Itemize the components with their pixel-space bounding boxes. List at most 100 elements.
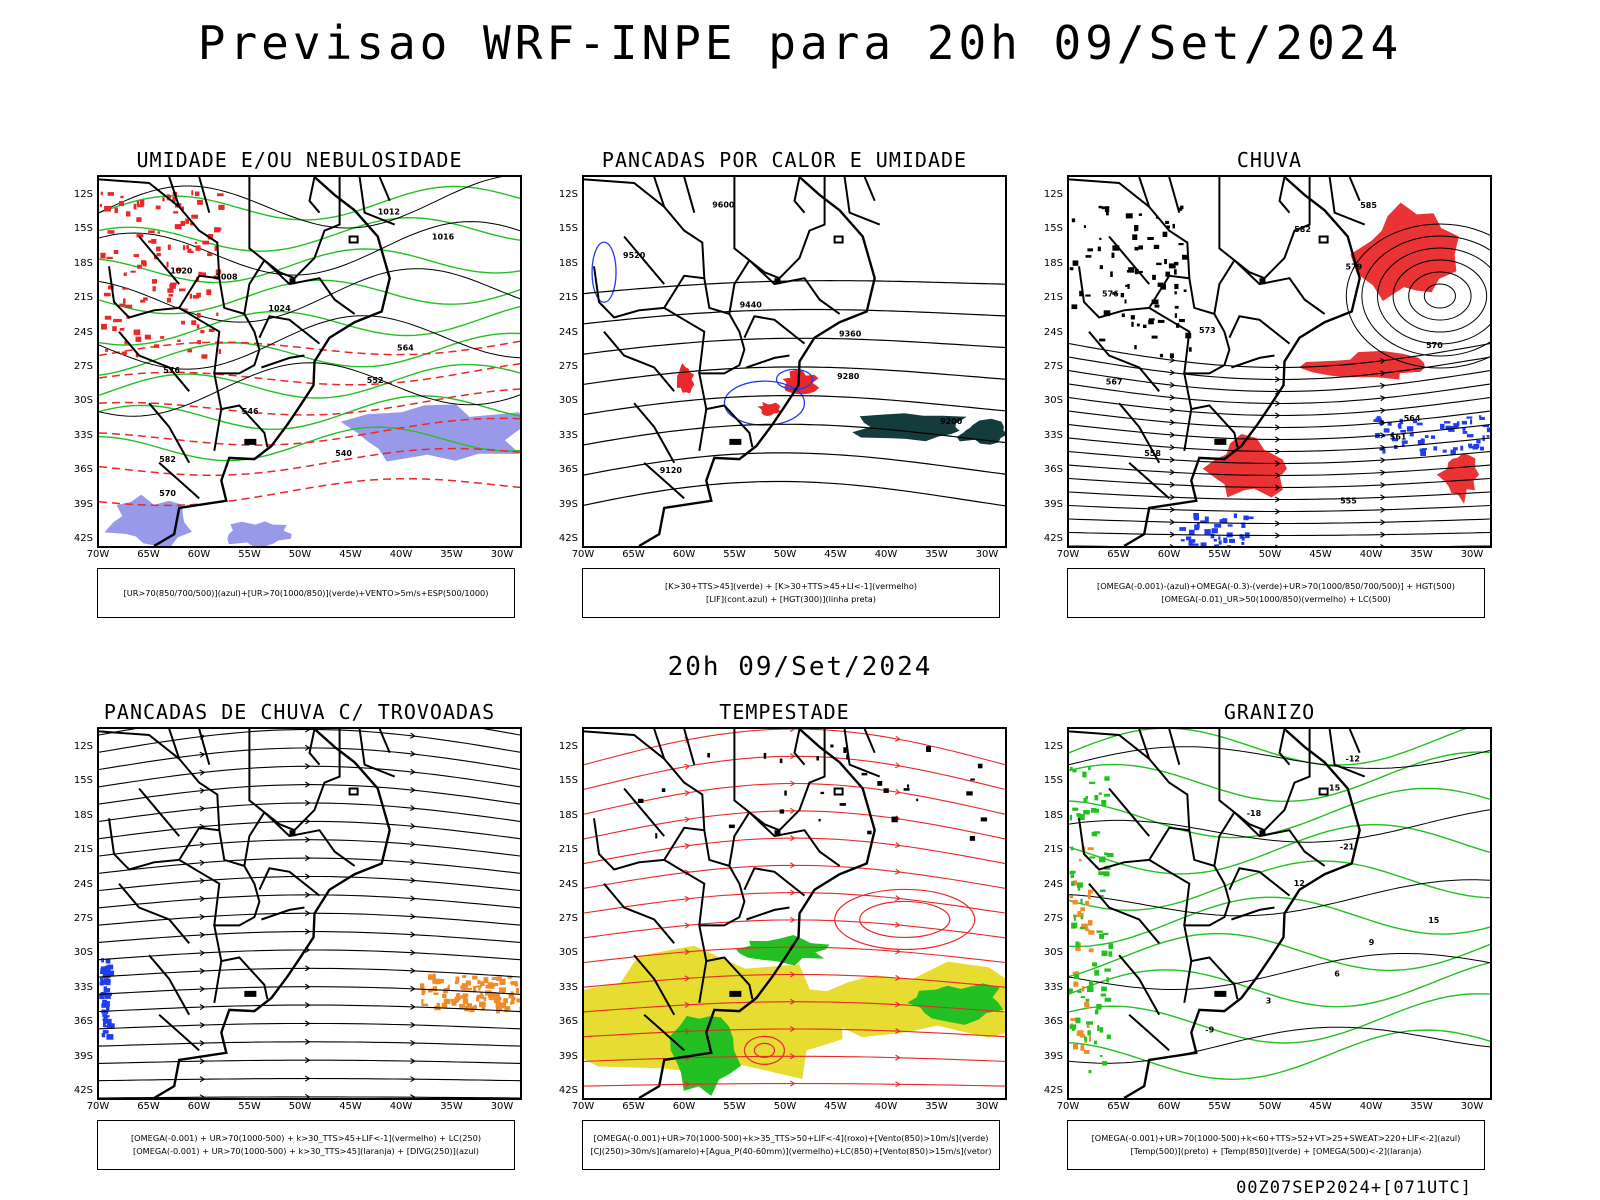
contour-label: 582 — [159, 455, 176, 464]
state-border — [178, 826, 220, 861]
latitude-tick-label: 27S — [1043, 361, 1063, 372]
longitude-tick-label: 35W — [440, 1101, 463, 1112]
pressure-contour — [99, 268, 520, 323]
coastline — [1123, 729, 1361, 1098]
state-border — [1108, 787, 1150, 837]
state-border — [863, 177, 876, 202]
state-border — [378, 729, 391, 754]
latitude-tick-label: 39S — [73, 1050, 93, 1062]
instability-red-area — [782, 369, 820, 395]
state-border — [138, 787, 180, 837]
contour-label: 3 — [1266, 996, 1272, 1005]
state-border — [158, 461, 200, 500]
state-border — [1263, 729, 1311, 831]
temp850-green-contour — [1069, 896, 1490, 948]
panel-tempestade: TEMPESTADE [OMEGA(-0.001)+UR>70(1000-500… — [552, 700, 1022, 1180]
forecast-time-subtitle: 20h 09/Set/2024 — [667, 652, 933, 682]
state-border — [1233, 259, 1326, 315]
legend-pancadas-calor: [K>30+TTS>45](verde) + [K>30+TTS>45+LI<-… — [582, 568, 1000, 618]
latitude-tick-label: 36S — [1043, 1016, 1063, 1028]
coastline — [638, 177, 876, 546]
latitude-tick-label: 15S — [1043, 223, 1063, 235]
latitude-tick-label: 12S — [1043, 189, 1063, 200]
lake-mirim — [244, 990, 257, 997]
map-umidade: 1012 1016 1020 1008 1024 564 576 552 546 540 582 57… — [97, 175, 522, 548]
longitude-tick-label: 55W — [1208, 549, 1231, 560]
legend-line: [LIF](cont.azul) + [HGT(300)](linha pret… — [705, 594, 877, 604]
latitude-tick-label: 27S — [558, 913, 578, 924]
state-border — [663, 826, 705, 861]
legend-line: [OMEGA(-0.001) + UR>70(1000-500) + k>30_… — [130, 1133, 482, 1143]
contour-label: 9280 — [837, 372, 860, 381]
contour-labels: 585 582 579 576 573 570 567 564 561 558 555 — [1102, 201, 1443, 505]
longitude-tick-label: 30W — [975, 549, 999, 560]
state-border — [603, 331, 675, 392]
panel-umidade: UMIDADE E/OU NEBULOSIDADE 1012 1016 1020 10… — [67, 148, 537, 628]
state-border — [248, 177, 295, 280]
latitude-tick-label: 36S — [73, 464, 93, 476]
state-border — [1118, 402, 1161, 464]
state-border — [1128, 461, 1170, 500]
latitude-tick-label: 15S — [558, 223, 578, 235]
state-border — [293, 177, 341, 279]
legend-line: [K>30+TTS>45](verde) + [K>30+TTS>45+LI<-… — [664, 581, 918, 591]
state-border — [1168, 729, 1181, 765]
state-border — [1263, 177, 1311, 279]
state-border — [663, 859, 706, 926]
state-border — [118, 331, 190, 392]
temp850-green-contour — [1069, 729, 1467, 766]
latitude-tick-label: 33S — [1043, 981, 1063, 993]
streamlines — [1069, 343, 1490, 546]
pressure-contour — [99, 315, 520, 370]
latitude-tick-label: 33S — [1043, 429, 1063, 441]
map-canvas — [584, 729, 1005, 1098]
humidity-green-contour — [99, 332, 520, 376]
federal-district — [1318, 235, 1329, 244]
state-border — [118, 883, 190, 944]
latitude-tick-label: 36S — [558, 464, 578, 476]
state-border — [1328, 177, 1366, 226]
temp850-green-contour — [1069, 824, 1490, 875]
latitude-tick-label: 36S — [1043, 464, 1063, 476]
contour-label: -15 — [1326, 784, 1341, 793]
state-border — [108, 266, 180, 319]
hgt300-contour — [584, 452, 1005, 476]
latitude-tick-label: 36S — [558, 1016, 578, 1028]
red-thickness-scatter — [99, 190, 225, 359]
state-border — [1183, 408, 1193, 451]
latitude-tick-label: 33S — [558, 981, 578, 993]
longitude-tick-label: 65W — [1107, 549, 1130, 560]
latitude-tick-label: 27S — [558, 361, 578, 372]
state-border — [1231, 906, 1275, 921]
contour-label: 9440 — [740, 301, 763, 310]
lake-mirim — [244, 438, 257, 445]
state-border — [584, 178, 754, 448]
state-border — [1213, 259, 1236, 315]
lake-mirim — [729, 990, 742, 997]
state-border — [1228, 315, 1291, 345]
contour-label: 9 — [1369, 938, 1375, 947]
longitude-tick-label: 45W — [339, 1101, 362, 1112]
pressure-contour — [99, 221, 520, 276]
latitude-tick-label: 24S — [73, 878, 93, 890]
contour-label: -21 — [1340, 842, 1355, 851]
panel-title: UMIDADE E/OU NEBULOSIDADE — [136, 148, 463, 172]
panel-title: CHUVA — [1236, 148, 1303, 172]
longitude-tick-label: 50W — [773, 549, 797, 560]
state-border — [633, 402, 676, 464]
longitude-tick-label: 70W — [571, 549, 595, 560]
state-border — [213, 408, 223, 451]
contour-label: 573 — [1199, 326, 1216, 335]
state-border — [778, 177, 826, 279]
longitude-tick-label: 70W — [1056, 1101, 1080, 1112]
reservoir — [289, 830, 296, 837]
state-border — [653, 177, 666, 208]
streamlines — [99, 729, 520, 1098]
political-boundaries — [99, 177, 396, 546]
state-border — [728, 811, 751, 867]
contour-label: -9 — [1205, 1025, 1214, 1034]
hgt300-contour — [584, 423, 1005, 446]
thickness-red-dashed — [99, 362, 520, 386]
pressure-contour — [99, 362, 520, 417]
legend-chuva: [OMEGA(-0.001)-(azul)+OMEGA(-0.3)-(verde… — [1067, 568, 1485, 618]
